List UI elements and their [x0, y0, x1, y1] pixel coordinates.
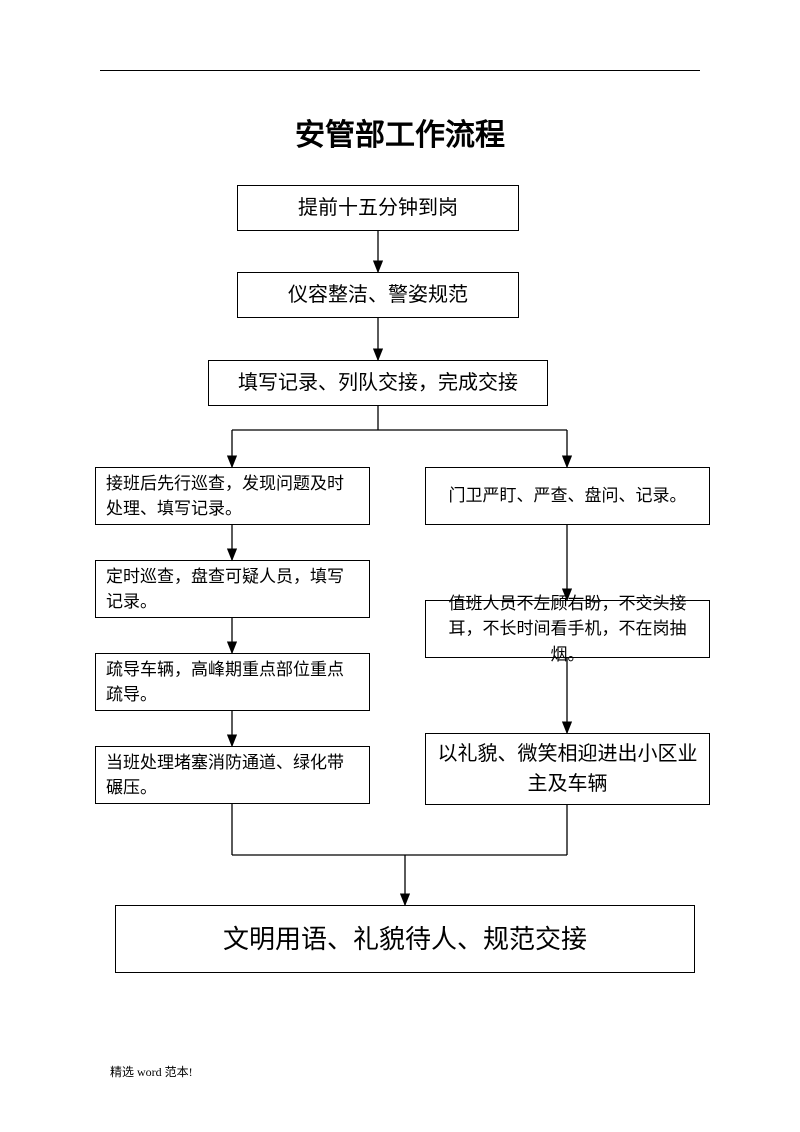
header-rule	[100, 70, 700, 71]
flowchart-node-left-2: 定时巡查，盘查可疑人员，填写记录。	[95, 560, 370, 618]
flowchart-node-right-3: 以礼貌、微笑相迎进出小区业主及车辆	[425, 733, 710, 805]
flowchart-node-right-1: 门卫严盯、严查、盘问、记录。	[425, 467, 710, 525]
flowchart-node-left-1: 接班后先行巡查，发现问题及时处理、填写记录。	[95, 467, 370, 525]
flowchart-node-2: 仪容整洁、警姿规范	[237, 272, 519, 318]
flowchart-node-left-4: 当班处理堵塞消防通道、绿化带碾压。	[95, 746, 370, 804]
document-title: 安管部工作流程	[0, 110, 800, 154]
flowchart-node-right-2: 值班人员不左顾右盼，不交头接耳，不长时间看手机，不在岗抽烟。	[425, 600, 710, 658]
flowchart-node-3: 填写记录、列队交接，完成交接	[208, 360, 548, 406]
page-container: 安管部工作流程 提前十五分钟到岗 仪容整洁、警姿规范 填写记录、列队交接，完成交…	[0, 0, 800, 1132]
flowchart-node-1: 提前十五分钟到岗	[237, 185, 519, 231]
flowchart-node-final: 文明用语、礼貌待人、规范交接	[115, 905, 695, 973]
flowchart-node-left-3: 疏导车辆，高峰期重点部位重点疏导。	[95, 653, 370, 711]
footer-text: 精选 word 范本!	[110, 1063, 193, 1080]
